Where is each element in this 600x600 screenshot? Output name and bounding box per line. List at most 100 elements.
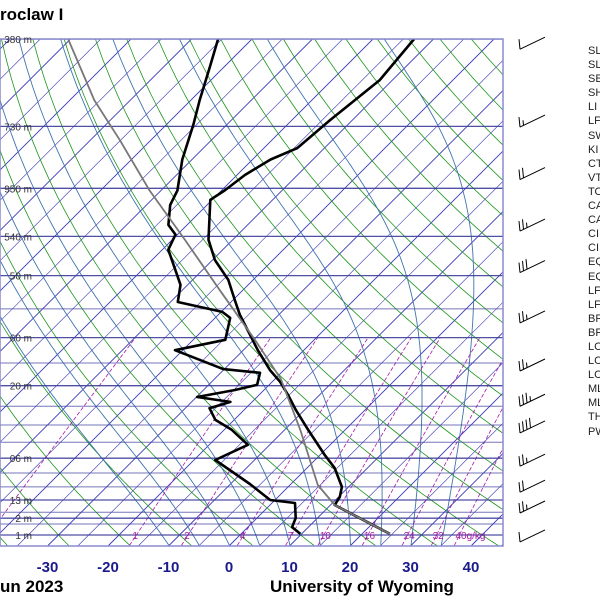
- wind-barb-flag: [522, 501, 524, 512]
- wind-barb-flag: [526, 504, 528, 510]
- height-label: 2 m: [15, 514, 32, 525]
- wind-barb-flag: [518, 220, 521, 232]
- dewpoint-line: [167, 39, 302, 535]
- wind-barb-flag: [518, 262, 521, 273]
- x-tick-label: 20: [342, 559, 359, 576]
- wind-barb-flag: [529, 417, 531, 428]
- stats-label: CT: [588, 157, 600, 170]
- mixing-ratio-label: 32: [433, 531, 445, 542]
- wind-barb-flag: [518, 396, 521, 407]
- height-label: 50 m: [10, 272, 32, 283]
- wind-barb-flag: [522, 421, 524, 432]
- dry-adiabat-line: [157, 39, 503, 434]
- wind-barb-flag: [526, 314, 528, 320]
- isotherm-line: [0, 39, 374, 413]
- moist-adiabat-line: [0, 98, 261, 546]
- stats-label: PW: [588, 425, 600, 438]
- height-label: 380 m: [4, 35, 32, 46]
- wind-barb-flag: [522, 260, 524, 271]
- wind-barb-shaft: [519, 358, 546, 372]
- wind-barb-flag: [518, 39, 521, 50]
- wind-barb: [518, 36, 546, 50]
- moist-adiabat-line: [112, 39, 351, 546]
- x-tick-label: 40: [463, 559, 480, 576]
- dry-adiabat-line: [439, 39, 503, 111]
- moist-adiabat-line: [0, 259, 200, 546]
- wind-barb-flag: [526, 362, 528, 368]
- stats-label: EQ: [588, 270, 600, 283]
- isotherm-line: [0, 39, 41, 80]
- wind-barb-flag: [518, 169, 521, 180]
- wind-barb-shaft: [519, 453, 546, 467]
- parcel-line: [67, 39, 391, 535]
- stats-label: CA: [588, 214, 600, 227]
- isotherm-line: [0, 39, 344, 383]
- isotherm-line: [0, 39, 434, 474]
- wind-barb: [518, 310, 546, 324]
- isotherm-line: [259, 301, 503, 546]
- x-tick-label: 30: [402, 559, 419, 576]
- stats-label: EQ: [588, 256, 600, 269]
- dry-adiabat-line: [0, 395, 131, 546]
- grid-lines: [0, 39, 503, 546]
- mixing-ratio-label: 1: [132, 531, 138, 542]
- isotherm-line: [17, 59, 503, 546]
- dry-adiabat-line: [126, 39, 503, 472]
- mixing-ratio-label: 40g/kg: [455, 531, 485, 542]
- stats-label: CA: [588, 200, 600, 213]
- mixing-ratio-label: 24: [404, 531, 416, 542]
- dry-adiabat-line: [0, 466, 69, 546]
- mixing-ratio-line: [361, 337, 481, 546]
- height-label: 06 m: [10, 454, 32, 465]
- height-label: 20 m: [10, 382, 32, 393]
- wind-barb-flag: [525, 419, 528, 430]
- mixing-ratio-label: 4: [240, 531, 246, 542]
- wind-barb: [518, 417, 546, 434]
- moist-adiabat-line: [18, 39, 291, 546]
- x-tick-label: 0: [225, 559, 233, 576]
- stats-label: LC: [588, 355, 600, 368]
- wind-barbs: [518, 36, 546, 543]
- dry-adiabat-line: [470, 39, 503, 76]
- wind-barb-flag: [522, 167, 524, 178]
- height-label: 540 m: [4, 232, 32, 243]
- wind-barb: [518, 259, 546, 274]
- moist-adiabat-line: [266, 39, 423, 546]
- height-label: 950 m: [4, 184, 32, 195]
- mixing-ratio-label: 16: [364, 531, 376, 542]
- height-label: 13 m: [10, 496, 32, 507]
- dry-adiabat-line: [32, 39, 438, 546]
- traces: [67, 39, 416, 536]
- wind-barb-flag: [522, 480, 524, 491]
- date-label: un 2023: [0, 577, 64, 596]
- wind-barb-shaft: [519, 167, 546, 180]
- wind-barb-flag: [526, 222, 528, 228]
- wind-barb-flag: [522, 219, 524, 230]
- wind-barb: [518, 500, 546, 514]
- stats-label: BR: [588, 312, 600, 325]
- isotherm-line: [108, 150, 503, 546]
- height-label: 1 m: [15, 531, 32, 542]
- wind-barb: [518, 453, 546, 467]
- wind-barb-flag: [518, 502, 521, 514]
- isotherm-line: [410, 452, 503, 546]
- wind-barb-shaft: [519, 218, 546, 232]
- height-label: 730 m: [4, 122, 32, 133]
- wind-barb-flag: [518, 456, 521, 467]
- wind-barb-flag: [526, 457, 528, 463]
- stats-label: CI: [588, 228, 599, 241]
- isotherm-line: [0, 39, 465, 504]
- isotherm-line: [0, 39, 223, 262]
- temperature-line: [207, 39, 416, 536]
- wind-barb-flag: [522, 454, 524, 465]
- moist-adiabat-line: [179, 39, 383, 546]
- stats-label: CI: [588, 242, 599, 255]
- stats-label: LC: [588, 369, 600, 382]
- isotherm-line: [47, 89, 503, 546]
- stats-label: TO: [588, 185, 600, 198]
- isotherm-line: [0, 39, 283, 322]
- isotherm-line: [319, 362, 503, 546]
- moist-adiabat-line: [0, 190, 230, 546]
